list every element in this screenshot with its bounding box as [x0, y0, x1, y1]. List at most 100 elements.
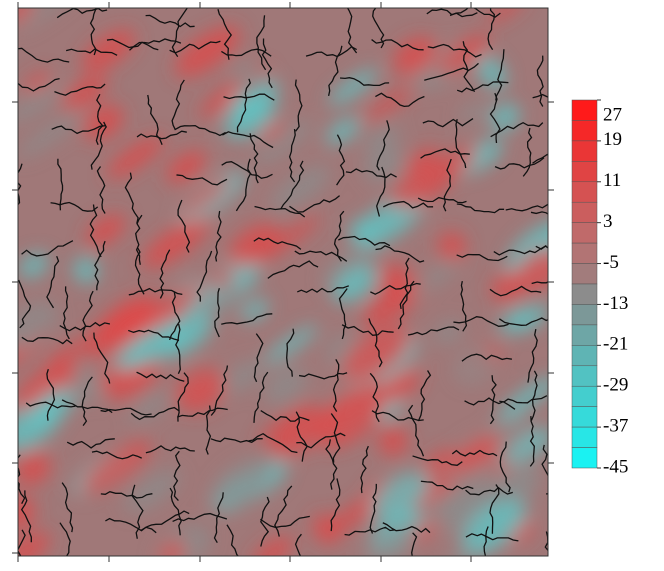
- grain-boundary: [5, 126, 16, 176]
- grain-boundary: [368, 318, 383, 368]
- grain-boundary: [489, 484, 500, 534]
- grain-boundary: [222, 131, 274, 149]
- grain-boundary: [427, 43, 482, 58]
- grain-boundary: [529, 416, 535, 467]
- grain-boundary: [3, 358, 12, 407]
- grain-boundary: [417, 370, 432, 422]
- texture-patch: [62, 75, 108, 111]
- grain-boundary: [330, 478, 341, 532]
- grain-boundary: [369, 483, 377, 534]
- texture-patch: [328, 68, 378, 106]
- texture-patch: [213, 458, 273, 508]
- grain-boundary: [205, 405, 212, 455]
- grain-boundary: [260, 496, 270, 547]
- grain-boundary: [260, 410, 310, 422]
- grain-boundary: [420, 148, 470, 159]
- grain-boundary: [372, 8, 385, 49]
- colorbar-tick-label: 27: [603, 104, 622, 125]
- axis-ticks: [12, 2, 554, 562]
- texture-patch: [363, 85, 415, 123]
- grain-boundary: [140, 510, 190, 531]
- grain-boundary: [105, 517, 157, 534]
- grain-boundary: [345, 168, 397, 179]
- texture-patch: [18, 451, 52, 486]
- grain-boundary: [338, 235, 391, 247]
- grain-boundary: [530, 211, 548, 215]
- texture-patch: [18, 531, 51, 556]
- grain-boundary: [61, 482, 74, 533]
- colorbar-band: [571, 283, 598, 305]
- grain-boundary: [91, 450, 142, 460]
- texture-patch: [251, 536, 294, 556]
- grain-boundary: [456, 253, 508, 262]
- colorbar-band: [571, 263, 598, 285]
- texture-patch: [80, 440, 151, 494]
- grain-boundary: [532, 153, 548, 164]
- grain-boundary: [530, 370, 538, 421]
- texture-patch: [377, 426, 409, 457]
- grain-boundary: [489, 92, 501, 144]
- grain-boundary: [297, 285, 350, 294]
- grain-boundary: [20, 490, 32, 543]
- texture-patch: [263, 325, 318, 364]
- grain-boundary: [456, 203, 505, 214]
- grain-boundary: [397, 280, 415, 330]
- grain-boundary: [18, 454, 26, 504]
- grain-boundary: [129, 38, 182, 51]
- texture-patch: [73, 257, 99, 284]
- grain-boundary: [462, 41, 476, 93]
- grain-boundary: [338, 288, 348, 340]
- texture-patch: [261, 122, 285, 142]
- grain-boundary: [460, 281, 468, 332]
- grain-boundary: [175, 323, 181, 375]
- grain-boundary: [527, 328, 538, 383]
- texture-patch: [158, 541, 186, 556]
- grain-boundary: [375, 92, 425, 108]
- grain-boundary: [411, 532, 418, 556]
- texture-patch: [18, 81, 65, 124]
- texture-patch: [30, 388, 75, 425]
- texture-patch: [229, 223, 281, 267]
- texture-patch: [317, 396, 381, 449]
- grain-boundary: [522, 127, 533, 177]
- texture-patch: [141, 217, 210, 269]
- grain-boundary: [495, 49, 505, 101]
- texture-patch: [365, 369, 421, 412]
- texture-patch: [364, 523, 421, 556]
- texture-patch: [18, 362, 77, 411]
- texture-patch: [270, 165, 330, 212]
- grain-boundary: [298, 372, 348, 380]
- grain-boundary: [18, 47, 70, 63]
- grain-boundary: [21, 240, 74, 257]
- grain-boundary: [93, 332, 111, 384]
- texture-patch: [455, 347, 496, 384]
- grain-boundary: [213, 492, 224, 544]
- grain-boundary: [253, 333, 264, 383]
- grain-boundary: [256, 15, 267, 71]
- colorbar-tick-label: 11: [603, 170, 621, 191]
- grain-boundary: [82, 290, 94, 342]
- texture-patch: [18, 301, 58, 348]
- grain-boundary: [546, 3, 597, 9]
- grain-boundary: [505, 203, 548, 212]
- colorbar-band: [571, 324, 598, 346]
- texture-patch: [124, 469, 180, 513]
- grain-boundary: [177, 372, 189, 422]
- colorbar-band: [571, 385, 598, 407]
- grain-boundary: [145, 445, 195, 454]
- grain-boundary: [493, 244, 547, 256]
- texture-patch: [459, 139, 503, 174]
- texture-patch: [158, 315, 213, 359]
- grain-boundary: [210, 365, 229, 416]
- grain-boundary: [490, 121, 544, 138]
- colorbar-tick-label: -29: [603, 375, 628, 396]
- texture-patch: [18, 109, 85, 159]
- grain-boundary: [341, 324, 394, 336]
- texture-patch: [81, 29, 136, 73]
- texture-patch: [179, 177, 232, 216]
- grain-boundary: [89, 204, 102, 258]
- grain-boundary: [295, 411, 308, 462]
- texture-patch: [44, 339, 88, 372]
- tick-marks: [12, 2, 554, 562]
